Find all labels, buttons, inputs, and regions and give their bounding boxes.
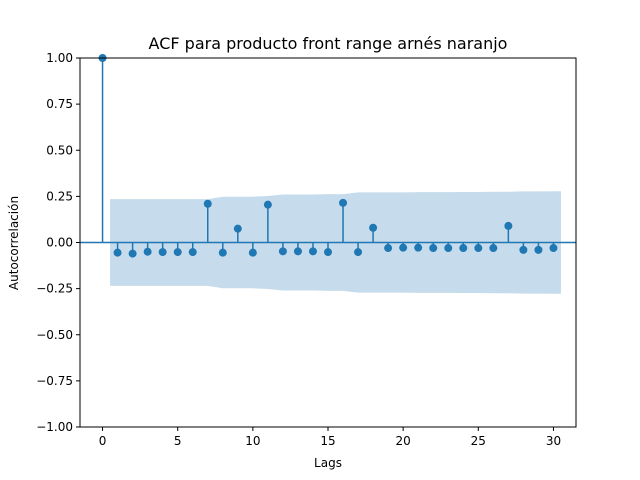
point-lag-15 (324, 248, 332, 257)
x-tick-label: 0 (99, 434, 107, 448)
point-lag-27 (504, 221, 513, 230)
point-lag-18 (369, 223, 378, 232)
y-tick-label: −0.75 (36, 374, 73, 388)
point-lag-13 (293, 247, 302, 256)
x-tick-label: 15 (320, 434, 335, 448)
x-tick-label: 30 (546, 434, 561, 448)
point-lag-30 (549, 244, 558, 253)
y-tick-label: 0.00 (46, 236, 73, 250)
point-lag-10 (248, 248, 257, 257)
point-lag-16 (339, 198, 348, 207)
point-lag-29 (534, 245, 543, 254)
y-tick-label: 0.50 (46, 143, 73, 157)
point-lag-25 (474, 244, 483, 253)
point-lag-22 (429, 244, 438, 253)
x-tick-label: 5 (174, 434, 182, 448)
point-lag-4 (158, 248, 167, 257)
point-lag-19 (384, 244, 393, 253)
y-tick-label: −0.50 (36, 328, 73, 342)
point-lag-11 (263, 200, 272, 209)
point-lag-6 (188, 248, 197, 257)
y-axis-label: Autocorrelación (7, 196, 21, 290)
point-lag-14 (308, 247, 317, 256)
y-ticks: −1.00 −0.75 −0.50 −0.25 0.00 0.25 0.50 0.75 1.00 (36, 51, 80, 434)
y-tick-label: −1.00 (36, 420, 73, 434)
y-tick-label: 0.25 (46, 189, 73, 203)
point-lag-28 (519, 245, 528, 254)
x-ticks: 0 5 10 15 20 25 30 (99, 427, 561, 448)
y-tick-label: −0.25 (36, 282, 73, 296)
y-tick-label: 1.00 (46, 51, 73, 65)
point-lag-12 (278, 247, 287, 256)
x-tick-label: 20 (396, 434, 411, 448)
point-lag-23 (444, 244, 453, 253)
chart-title: ACF para producto front range arnés nara… (149, 34, 508, 53)
x-tick-label: 25 (471, 434, 486, 448)
point-lag-9 (233, 224, 242, 233)
x-tick-label: 10 (245, 434, 260, 448)
x-axis-label: Lags (314, 456, 342, 470)
point-lag-8 (218, 248, 227, 257)
point-lag-26 (489, 244, 498, 253)
y-tick-label: 0.75 (46, 97, 73, 111)
point-lag-17 (354, 248, 363, 257)
point-lag-20 (399, 243, 408, 252)
point-lag-7 (203, 199, 212, 208)
point-lag-3 (143, 247, 152, 256)
point-lag-1 (113, 248, 122, 257)
acf-stems (98, 54, 558, 258)
point-lag-5 (173, 248, 182, 257)
point-lag-24 (459, 244, 468, 253)
point-lag-2 (128, 249, 137, 258)
point-lag-21 (414, 243, 423, 252)
